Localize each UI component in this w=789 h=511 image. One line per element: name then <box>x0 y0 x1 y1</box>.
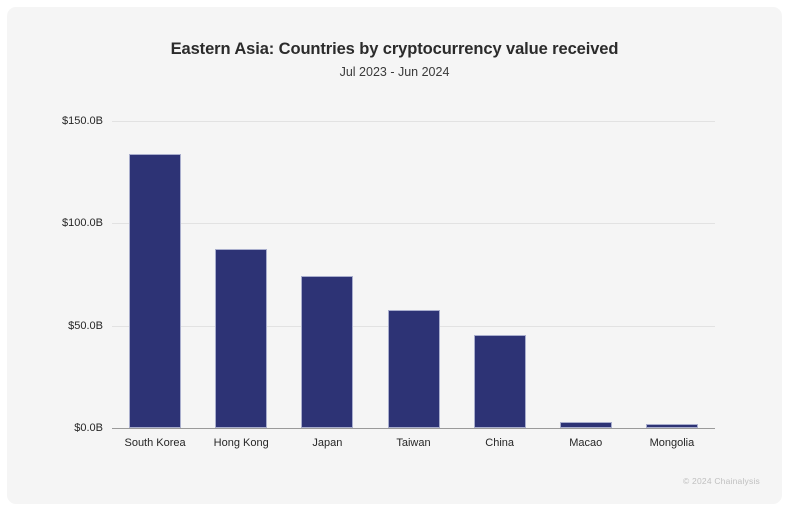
x-axis-tick-label: Mongolia <box>649 437 695 449</box>
x-axis-tick-label: Taiwan <box>396 437 431 449</box>
y-axis-tick-label: $50.0B <box>68 319 103 332</box>
x-axis-tick-label: Macao <box>569 437 603 449</box>
x-axis-tick-label: China <box>485 437 515 449</box>
chart-title: Eastern Asia: Countries by cryptocurrenc… <box>170 40 619 58</box>
y-axis-tick-label: $0.0B <box>74 422 103 434</box>
bar[interactable] <box>129 153 182 428</box>
chart-card: Eastern Asia: Countries by cryptocurrenc… <box>7 7 782 504</box>
bar[interactable] <box>559 422 612 428</box>
plot-area: $0.0B $50.0B $100.0B $150.0B South Korea Hon… <box>62 115 715 449</box>
footer-credit: © 2024 Chainalysis <box>683 476 760 486</box>
x-axis-line <box>112 428 715 429</box>
bar[interactable] <box>645 423 698 428</box>
bar[interactable] <box>301 275 354 428</box>
y-axis-tick-label: $100.0B <box>62 217 103 230</box>
x-axis-tick-label: Japan <box>312 437 343 449</box>
gridline <box>112 223 715 225</box>
bar[interactable] <box>215 248 268 428</box>
chart-subtitle: Jul 2023 - Jun 2024 <box>339 65 450 79</box>
x-axis-tick-label: South Korea <box>124 437 186 449</box>
bar[interactable] <box>473 334 526 428</box>
x-axis-tick-label: Hong Kong <box>213 437 269 449</box>
gridline <box>112 121 715 122</box>
bar[interactable] <box>387 310 440 428</box>
y-axis-tick-label: $150.0B <box>62 115 103 127</box>
